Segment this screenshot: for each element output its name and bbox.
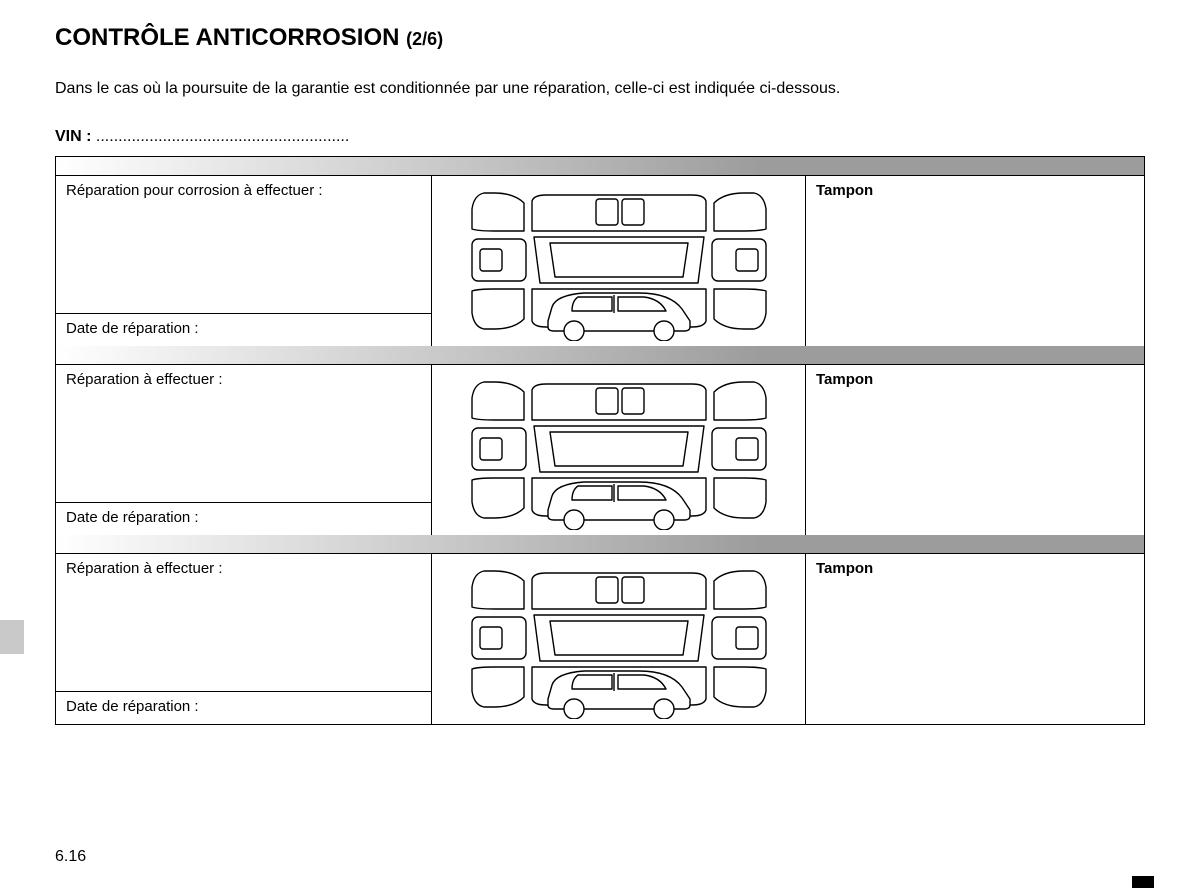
car-diagram-icon	[454, 181, 784, 341]
title-suffix: (2/6)	[406, 29, 443, 49]
date-label: Date de réparation :	[56, 503, 431, 535]
stamp-label: Tampon	[806, 554, 1144, 724]
car-diagram-icon	[454, 559, 784, 719]
repair-label: Réparation à effectuer :	[56, 365, 431, 503]
diagram-cell	[431, 554, 806, 724]
repair-label: Réparation à effectuer :	[56, 554, 431, 692]
separator-bar	[56, 157, 1144, 175]
separator-bar	[56, 346, 1144, 364]
separator-bar	[56, 535, 1144, 553]
diagram-cell	[431, 365, 806, 535]
date-label: Date de réparation :	[56, 692, 431, 724]
intro-text: Dans le cas où la poursuite de la garant…	[55, 80, 1145, 98]
left-column: Réparation pour corrosion à effectuer : …	[56, 176, 431, 346]
table-row: Réparation à effectuer : Date de réparat…	[56, 364, 1144, 535]
table-row: Réparation pour corrosion à effectuer : …	[56, 175, 1144, 346]
vin-label: VIN :	[55, 128, 91, 145]
stamp-label: Tampon	[806, 365, 1144, 535]
left-column: Réparation à effectuer : Date de réparat…	[56, 365, 431, 535]
print-crop-mark	[1132, 876, 1154, 888]
page-number: 6.16	[55, 848, 86, 866]
left-column: Réparation à effectuer : Date de réparat…	[56, 554, 431, 724]
vin-line: VIN : ..................................…	[55, 128, 1145, 146]
diagram-cell	[431, 176, 806, 346]
date-label: Date de réparation :	[56, 314, 431, 346]
corrosion-form-table: Réparation pour corrosion à effectuer : …	[55, 156, 1145, 725]
vin-dots: ........................................…	[96, 128, 349, 145]
page-title: CONTRÔLE ANTICORROSION (2/6)	[55, 24, 1145, 52]
stamp-label: Tampon	[806, 176, 1144, 346]
table-row: Réparation à effectuer : Date de réparat…	[56, 553, 1144, 724]
repair-label: Réparation pour corrosion à effectuer :	[56, 176, 431, 314]
page-edge-tab	[0, 620, 24, 654]
car-diagram-icon	[454, 370, 784, 530]
title-main: CONTRÔLE ANTICORROSION	[55, 24, 399, 51]
